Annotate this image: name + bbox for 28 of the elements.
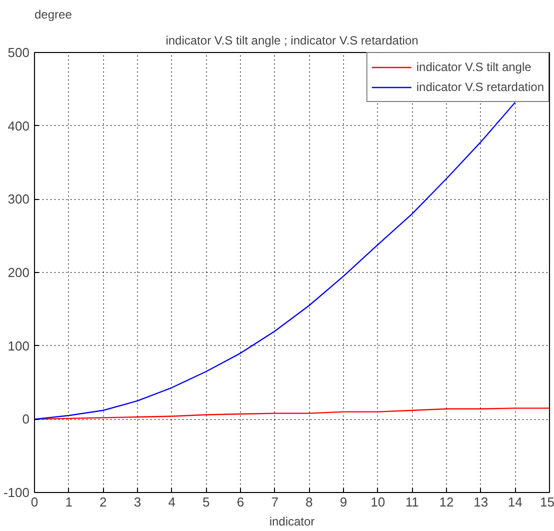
legend-label: indicator V.S tilt angle — [416, 60, 532, 74]
y-tick-label: 400 — [8, 118, 30, 134]
x-tick-label: 15 — [540, 494, 554, 510]
y-axis-title: degree — [34, 8, 72, 22]
x-tick-label: 6 — [236, 494, 244, 510]
x-axis-title: indicator — [269, 514, 315, 528]
x-tick-label: 10 — [370, 494, 386, 510]
x-tick-label: 4 — [168, 494, 176, 510]
x-tick-label: 11 — [405, 494, 419, 510]
y-tick-label: 100 — [8, 338, 30, 354]
y-tick-label: 0 — [22, 412, 30, 427]
y-tick-label: 200 — [8, 265, 30, 280]
line-series — [34, 102, 516, 420]
x-tick-label: 14 — [508, 494, 522, 510]
x-tick-label: 7 — [271, 494, 278, 510]
x-tick-label: 3 — [134, 494, 142, 510]
x-tick-label: 1 — [65, 494, 72, 510]
y-tick-label: 300 — [8, 192, 30, 207]
x-tick-label: 9 — [340, 494, 348, 510]
x-tick-label: 2 — [100, 494, 107, 510]
x-tick-label: 13 — [474, 494, 488, 510]
legend-label: indicator V.S retardation — [416, 80, 544, 94]
chart-title: indicator V.S tilt angle ; indicator V.S retardation — [166, 34, 418, 48]
x-tick-label: 5 — [202, 494, 210, 510]
x-tick-label: 12 — [439, 494, 454, 510]
x-tick-label: 8 — [306, 494, 313, 510]
y-tick-label: -100 — [3, 485, 30, 500]
y-tick-label: 500 — [8, 45, 30, 60]
